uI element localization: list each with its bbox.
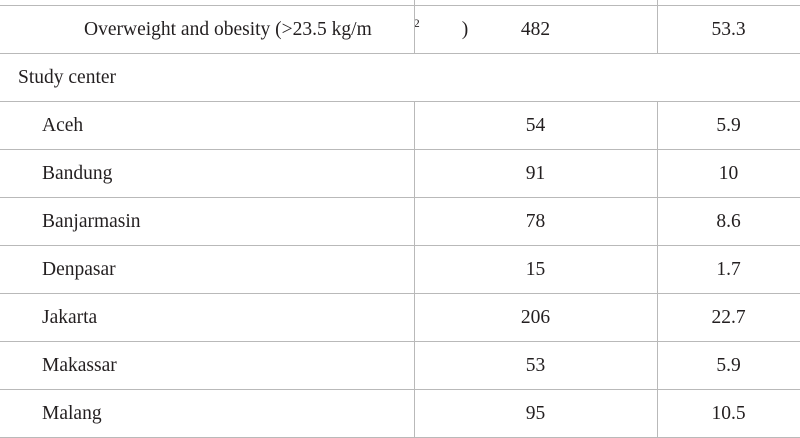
section-label: Study center [18, 66, 117, 88]
column-divider [414, 102, 415, 149]
column-divider [657, 246, 658, 293]
column-divider [657, 102, 658, 149]
column-divider [414, 390, 415, 437]
row-label: Makassar [42, 354, 117, 376]
row-label: Bandung [42, 162, 113, 184]
row-label: Aceh [42, 114, 84, 136]
count-cell: 53 [525, 354, 546, 376]
percent-cell: 10 [718, 162, 739, 184]
column-divider [414, 150, 415, 197]
percent-cell: 5.9 [716, 114, 741, 136]
column-divider [657, 6, 658, 53]
column-divider [657, 0, 658, 5]
table-row: Banjarmasin 78 8.6 [0, 198, 800, 246]
column-divider [414, 246, 415, 293]
table-row-partial-top [0, 0, 800, 6]
table-row: Aceh 54 5.9 [0, 102, 800, 150]
column-divider [657, 150, 658, 197]
percent-cell: 10.5 [711, 402, 746, 424]
percent-cell: 5.9 [716, 354, 741, 376]
table-row: Malang 95 10.5 [0, 390, 800, 438]
count-cell: 95 [525, 402, 546, 424]
section-header-row: Study center [0, 54, 800, 102]
column-divider [657, 294, 658, 341]
column-divider [657, 342, 658, 389]
table-row: Jakarta 206 22.7 [0, 294, 800, 342]
column-divider [414, 342, 415, 389]
row-label: Denpasar [42, 258, 116, 280]
row-label: Overweight and obesity (>23.5 kg/m 2) [84, 16, 469, 40]
column-divider [414, 198, 415, 245]
row-label: Banjarmasin [42, 210, 141, 232]
count-cell: 54 [525, 114, 546, 136]
percent-cell: 8.6 [716, 210, 741, 232]
count-cell: 206 [520, 306, 551, 328]
table-row: Overweight and obesity (>23.5 kg/m 2) 482… [0, 6, 800, 54]
count-cell: 91 [525, 162, 546, 184]
column-divider [414, 6, 415, 53]
percent-cell: 1.7 [716, 258, 741, 280]
count-cell: 482 [520, 18, 551, 40]
column-divider [657, 198, 658, 245]
table-row: Denpasar 15 1.7 [0, 246, 800, 294]
column-divider [414, 294, 415, 341]
row-label: Malang [42, 402, 102, 424]
row-label: Jakarta [42, 306, 98, 328]
column-divider [657, 390, 658, 437]
column-divider [414, 0, 415, 5]
table-row: Bandung 91 10 [0, 150, 800, 198]
count-cell: 15 [525, 258, 546, 280]
percent-cell: 22.7 [711, 306, 746, 328]
count-cell: 78 [525, 210, 546, 232]
table-row: Makassar 53 5.9 [0, 342, 800, 390]
percent-cell: 53.3 [711, 18, 746, 40]
